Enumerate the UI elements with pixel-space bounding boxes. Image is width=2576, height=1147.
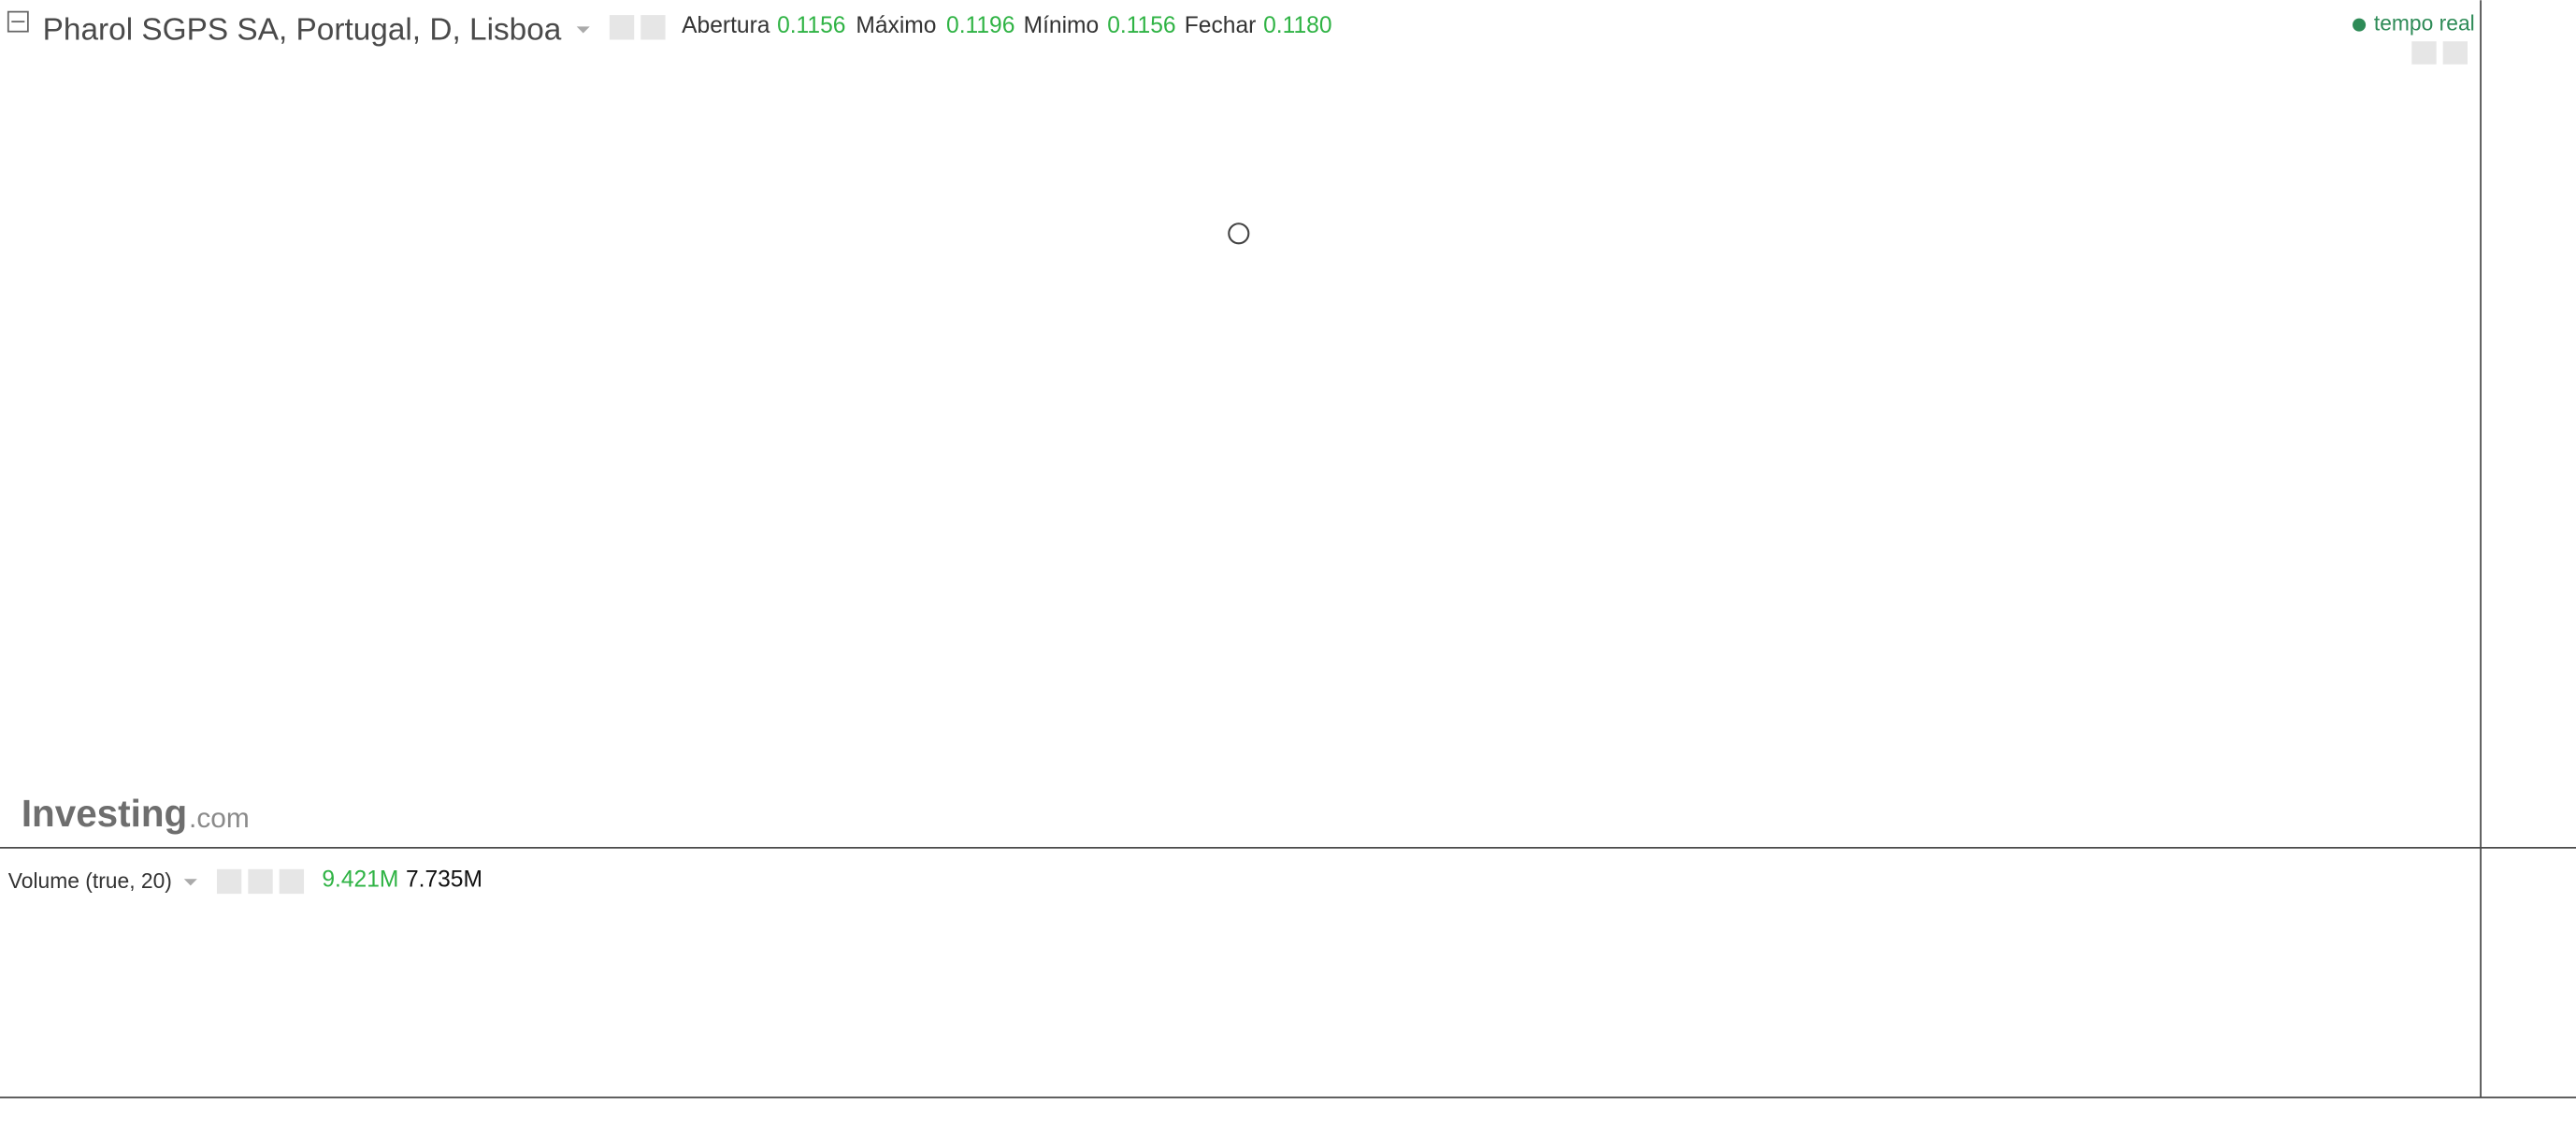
settings-button[interactable] bbox=[640, 15, 666, 40]
open-label: Abertura bbox=[682, 13, 770, 38]
low-value: 0.1156 bbox=[1107, 13, 1175, 38]
scroll-button[interactable] bbox=[2442, 41, 2468, 65]
scroll-button[interactable] bbox=[2411, 41, 2437, 65]
volume-value: 9.421M bbox=[322, 867, 398, 893]
volume-average: 7.735M bbox=[406, 867, 482, 893]
drawing-handle[interactable] bbox=[1228, 222, 1250, 245]
high-label: Máximo bbox=[856, 13, 936, 38]
logo-suffix: .com bbox=[189, 803, 250, 834]
collapse-button[interactable] bbox=[7, 10, 29, 33]
low-label: Mínimo bbox=[1024, 13, 1100, 38]
close-label: Fechar bbox=[1185, 13, 1257, 38]
chart-title: Pharol SGPS SA, Portugal, D, Lisboa bbox=[43, 12, 562, 47]
open-value: 0.1156 bbox=[777, 13, 845, 38]
volume-title: Volume (true, 20) bbox=[8, 868, 172, 893]
high-value: 0.1196 bbox=[946, 13, 1015, 38]
status-text: tempo real bbox=[2374, 11, 2475, 36]
close-value: 0.1180 bbox=[1263, 13, 1331, 38]
visibility-button[interactable] bbox=[216, 868, 242, 895]
settings-button[interactable] bbox=[248, 868, 273, 895]
visibility-button[interactable] bbox=[609, 15, 635, 40]
status-dot bbox=[2353, 18, 2367, 32]
volume-dropdown[interactable] bbox=[183, 879, 197, 886]
title-dropdown[interactable] bbox=[576, 26, 590, 34]
remove-button[interactable] bbox=[279, 868, 305, 895]
logo-main: Investing bbox=[22, 792, 187, 835]
